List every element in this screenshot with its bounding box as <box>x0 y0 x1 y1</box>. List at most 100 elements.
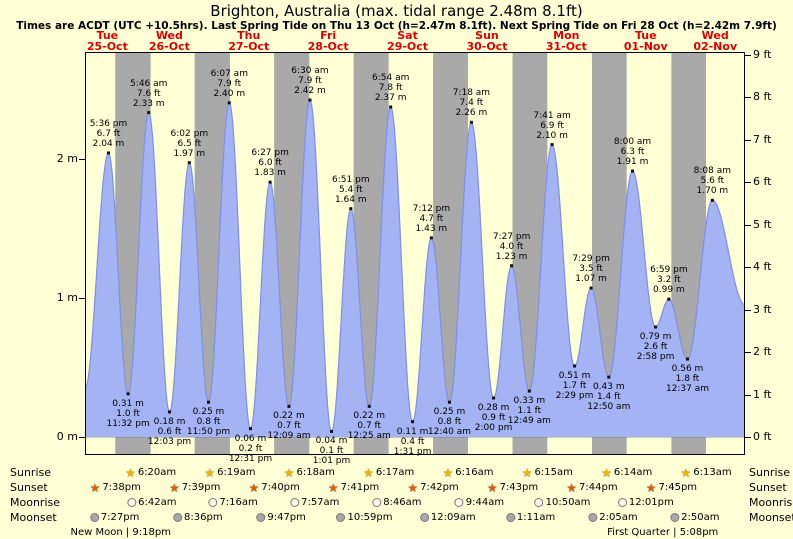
moonrise-icon <box>208 498 218 507</box>
meter-tick-label: 1 m <box>56 290 78 304</box>
moonset-time: 9:47pm <box>267 512 306 523</box>
sunrise-event: ★ 6:19am <box>204 466 255 479</box>
sunrise-icon: ★ <box>601 465 612 480</box>
sunrise-event: ★ 6:20am <box>125 466 176 479</box>
tide-extreme-dot <box>187 161 191 165</box>
day-date: 31-Oct <box>545 40 587 53</box>
tide-extreme-dot <box>492 396 496 400</box>
moonset-row-label-left: Moonset <box>10 511 57 524</box>
tide-extreme-dot <box>227 101 231 105</box>
sunrise-icon: ★ <box>283 465 295 480</box>
day-date: 26-Oct <box>148 40 190 53</box>
moonset-time: 8:36pm <box>184 512 223 523</box>
moonset-time: 10:59pm <box>347 512 393 523</box>
moonrise-icon <box>127 498 137 507</box>
day-weekday: Wed <box>155 29 183 42</box>
sunrise-event: ★ 6:16am <box>442 466 493 479</box>
day-weekday: Wed <box>701 29 729 42</box>
sunrise-row-label-left: Sunrise <box>10 466 52 479</box>
feet-tick <box>745 267 751 269</box>
moonset-event: 10:59pm <box>336 511 393 524</box>
moonset-icon <box>588 513 598 522</box>
day-date: 30-Oct <box>466 40 508 53</box>
moonset-time: 2:05am <box>599 512 638 523</box>
tide-extreme-dot <box>654 325 658 329</box>
day-weekday: Fri <box>320 29 337 42</box>
tide-extreme-dot <box>308 98 312 102</box>
tide-extreme-dot <box>106 151 110 155</box>
moonrise-icon <box>372 498 382 507</box>
sunset-time: 7:45pm <box>658 482 698 493</box>
moonset-icon <box>336 513 346 522</box>
tide-extreme-dot <box>447 400 451 404</box>
tide-extreme-dot <box>349 207 353 211</box>
sunrise-event: ★ 6:18am <box>284 466 335 479</box>
moonrise-icon <box>290 498 300 507</box>
sunset-event: ★ 7:43pm <box>487 481 538 494</box>
sunrise-time: 6:18am <box>296 467 335 478</box>
sunset-event: ★ 7:40pm <box>248 481 299 494</box>
moonset-time: 2:50am <box>681 512 720 523</box>
moonrise-time: 8:46am <box>383 497 422 508</box>
day-label: Mon 31-Oct <box>546 30 587 52</box>
sunrise-icon: ★ <box>680 465 692 480</box>
day-weekday: Mon <box>553 29 580 42</box>
moonrise-time: 6:42am <box>138 497 177 508</box>
feet-tick-label: 9 ft <box>753 48 772 62</box>
feet-tick-label: 3 ft <box>753 302 772 316</box>
tide-extreme-dot <box>147 111 151 115</box>
moonrise-time: 9:44am <box>465 497 505 508</box>
moonrise-time: 7:57am <box>301 497 340 508</box>
moonset-icon <box>256 513 266 522</box>
moonset-event: 9:47pm <box>256 511 306 524</box>
moonset-time: 7:27pm <box>100 512 140 523</box>
sunset-row-label-right: Sunset <box>749 481 787 494</box>
feet-tick <box>745 352 751 354</box>
moonrise-event: 7:57am <box>290 496 339 509</box>
sunset-time: 7:38pm <box>102 482 141 493</box>
page-title: Brighton, Australia (max. tidal range 2.… <box>210 2 583 20</box>
sunrise-icon: ★ <box>125 465 136 480</box>
moonrise-event: 8:46am <box>372 496 422 509</box>
moonset-event: 1:11am <box>505 511 556 524</box>
sunset-time: 7:44pm <box>579 482 618 493</box>
moonrise-event: 7:16am <box>208 496 258 509</box>
tide-extreme-dot <box>710 198 714 202</box>
tide-extreme-dot <box>550 143 554 147</box>
moonset-event: 2:05am <box>588 511 638 524</box>
day-date: 28-Oct <box>307 40 349 53</box>
moonset-icon <box>670 513 680 522</box>
moonrise-icon <box>617 498 627 507</box>
day-date: 02-Nov <box>693 40 738 53</box>
moonrise-time: 12:01pm <box>628 497 674 508</box>
day-label: Thu 27-Oct <box>228 30 269 52</box>
sunrise-time: 6:14am <box>613 467 653 478</box>
moonrise-event: 6:42am <box>127 496 176 509</box>
sunset-icon: ★ <box>407 480 419 495</box>
tide-extreme-dot <box>607 375 611 379</box>
tide-curve-svg <box>84 52 745 455</box>
sunset-icon: ★ <box>89 480 101 495</box>
meter-tick <box>79 297 85 299</box>
sunset-icon: ★ <box>645 480 657 495</box>
tide-curve <box>84 99 745 433</box>
sunset-icon: ★ <box>486 480 498 495</box>
sunset-time: 7:41pm <box>340 482 380 493</box>
page-subtitle: Times are ACDT (UTC +10.5hrs). Last Spri… <box>16 20 777 32</box>
tide-extreme-dot <box>411 420 415 424</box>
day-label: Sat 29-Oct <box>387 30 428 52</box>
feet-tick <box>745 394 751 396</box>
feet-tick <box>745 224 751 226</box>
day-weekday: Sun <box>475 29 499 42</box>
feet-tick-label: 2 ft <box>753 345 772 359</box>
plot-border <box>85 52 745 455</box>
moonset-time: 1:11am <box>516 512 556 523</box>
tide-extreme-dot <box>573 364 577 368</box>
day-date: 25-Oct <box>86 40 128 53</box>
tide-extreme-dot <box>248 427 252 431</box>
moonset-icon <box>419 513 429 522</box>
sunset-icon: ★ <box>169 480 180 495</box>
tide-plot <box>84 52 745 455</box>
sunset-event: ★ 7:39pm <box>169 481 220 494</box>
sunset-row-label-left: Sunset <box>10 481 48 494</box>
